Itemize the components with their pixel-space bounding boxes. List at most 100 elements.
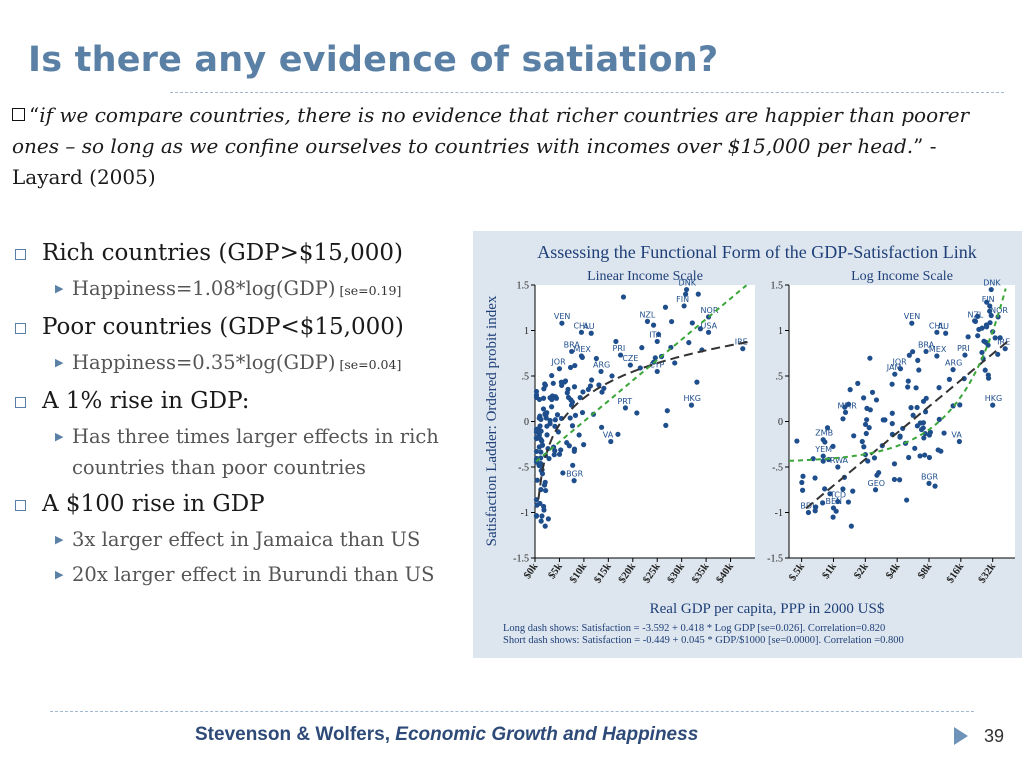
data-point [608,438,614,445]
arrow-bullet-icon: ▶ [55,568,64,581]
data-point [985,342,991,348]
country-label: IRE [735,338,748,347]
data-point [926,454,933,461]
sub-bullet-text: Happiness=1.08*log(GDP) [72,277,336,300]
data-point [569,423,576,429]
y-tick-label: 0 [778,417,783,428]
data-point [864,405,870,411]
data-point [892,371,898,377]
data-point [558,379,564,385]
data-point [813,504,819,510]
data-point [946,376,953,382]
data-point [662,304,669,310]
data-point [549,393,556,399]
data-point [689,320,695,326]
data-point [565,394,572,401]
slide-title: Is there any evidence of satiation? [28,40,719,80]
country-label: ZMB [815,429,833,438]
country-label: USA [701,321,718,330]
country-label: HKG [985,394,1002,403]
data-point [655,331,662,338]
data-point [934,329,940,335]
data-point [846,401,852,407]
y-tick-label: -.5 [518,463,529,474]
country-label: RWA [830,456,849,465]
panel-subtitle: Linear Income Scale [587,269,703,284]
y-tick-label: 1.5 [771,281,784,292]
data-point [941,430,947,436]
data-point [913,385,919,391]
data-point [917,420,923,426]
data-point [805,509,812,516]
country-label: VA [603,431,614,440]
data-point [873,397,880,403]
data-point [598,368,604,375]
data-point [827,491,833,497]
bullet-text: A 1% rise in GDP: [42,388,250,414]
bullet-poor-countries: Poor countries (GDP<$15,000) [12,310,472,345]
data-point [681,303,687,309]
data-point [615,431,621,437]
data-point [694,379,700,385]
layard-quote: “if we compare countries, there is no ev… [12,100,972,193]
data-point [587,383,594,389]
country-label: NZL [639,310,655,319]
country-label: JOR [891,358,907,367]
country-label: MEX [573,345,591,354]
sub-bullet-text: Has three times larger effects in rich c… [72,425,439,479]
data-point [581,442,587,448]
data-point [565,386,571,392]
data-point [956,438,962,445]
data-point [547,421,553,427]
data-point [537,436,544,442]
x-tick-label: $10k [568,561,589,585]
data-point [975,333,981,339]
country-label: CYP [649,360,664,369]
square-bullet-icon [15,249,26,260]
data-point [697,326,704,332]
data-point [664,408,670,414]
data-point [943,330,949,336]
data-point [541,507,547,513]
x-tick-label: $4k [884,561,902,581]
data-point [650,322,657,328]
data-point [572,362,578,369]
data-point [549,404,555,410]
data-point [932,483,938,489]
country-label: IRE [997,338,1010,347]
bullet-one-percent-rise: A 1% rise in GDP: [12,384,472,419]
data-point [862,421,869,428]
data-point [910,412,916,418]
country-label: JAM [886,363,902,372]
country-label: BGR [921,472,939,481]
x-tick-label: $16k [945,561,966,585]
bullet-rich-countries: Rich countries (GDP>$15,000) [12,236,472,271]
data-point [799,479,805,486]
data-point [688,402,695,408]
data-point [613,338,619,345]
data-point [871,455,878,461]
panel-subtitle: Log Income Scale [851,269,953,284]
quote-text: if we compare countries, there is no evi… [12,103,970,158]
data-point [990,402,996,408]
data-point [830,505,837,511]
data-point [558,447,564,453]
data-point [922,409,929,415]
x-tick-label: $40k [715,561,736,585]
data-point [987,303,993,309]
chart-svg: Assessing the Functional Form of the GDP… [484,242,1015,646]
data-point [851,433,857,439]
y-tick-label: -1 [521,508,529,519]
standard-error: [se=0.19] [339,283,402,298]
bullet-list: Rich countries (GDP>$15,000) ▶ Happiness… [12,236,472,594]
data-point [997,335,1003,341]
country-label: AU [583,322,594,331]
data-point [866,425,872,431]
data-point [578,329,585,335]
footer-citation: Stevenson & Wolfers, Economic Growth and… [195,724,698,746]
data-point [889,381,895,387]
sub-bullet-burundi: ▶ 20x larger effect in Burundi than US [12,559,472,590]
data-point [917,453,923,459]
data-point [845,499,852,505]
data-point [869,389,876,395]
